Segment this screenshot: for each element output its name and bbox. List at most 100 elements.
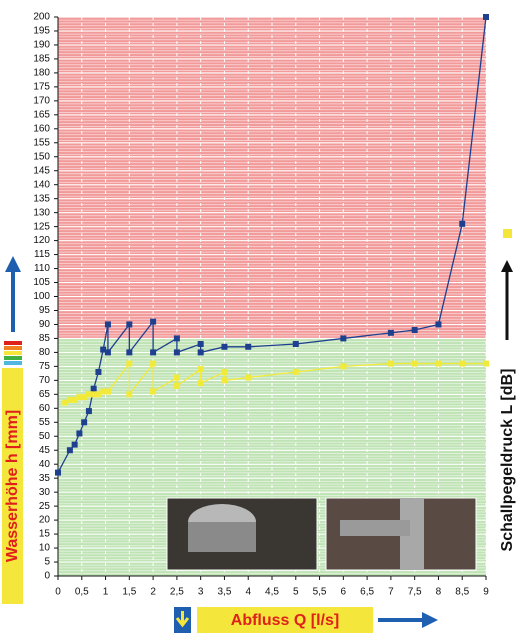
y-tick-label: 165 <box>33 109 50 120</box>
data-point <box>245 343 252 350</box>
data-point <box>104 388 111 395</box>
data-point <box>95 391 102 398</box>
data-point <box>292 341 299 348</box>
y-label-box <box>2 368 23 604</box>
legend-swatch <box>503 229 512 238</box>
data-point <box>173 374 180 381</box>
x-tick-label: 5,5 <box>313 587 327 598</box>
y-tick-label: 115 <box>34 249 50 260</box>
y-tick-label: 140 <box>33 179 50 190</box>
data-point <box>66 396 73 403</box>
x-tick-label: 3 <box>198 587 204 598</box>
data-point <box>100 388 107 395</box>
data-point <box>197 349 204 356</box>
data-point <box>483 360 489 367</box>
y-tick-label: 60 <box>39 403 51 414</box>
y-tick-label: 130 <box>33 207 50 218</box>
y-tick-label: 110 <box>34 263 50 274</box>
data-point <box>221 368 228 375</box>
data-point <box>76 430 83 437</box>
y-tick-label: 85 <box>39 333 51 344</box>
x-tick-label: 8,5 <box>455 587 469 598</box>
series-line <box>57 16 487 473</box>
data-point <box>150 388 157 395</box>
data-point <box>126 321 133 328</box>
x-tick-label: 7 <box>388 587 394 598</box>
data-point <box>411 327 418 334</box>
data-point <box>173 382 180 389</box>
data-point <box>292 368 299 375</box>
data-point <box>71 396 78 403</box>
y-tick-label: 0 <box>44 571 50 582</box>
x-tick-label: 7,5 <box>408 587 422 598</box>
photo-detail <box>188 522 256 552</box>
data-point <box>411 360 418 367</box>
y-tick-label: 75 <box>39 361 51 372</box>
data-point <box>387 329 394 336</box>
y-tick-label: 35 <box>39 473 51 484</box>
data-point <box>245 374 252 381</box>
y-tick-label: 120 <box>33 235 50 246</box>
x-tick-label: 5 <box>293 587 299 598</box>
data-point <box>81 419 88 426</box>
data-point <box>90 391 97 398</box>
data-point <box>85 408 92 415</box>
y-tick-label: 50 <box>39 431 51 442</box>
y-tick-label: 40 <box>39 459 51 470</box>
arrow <box>175 611 190 628</box>
y-tick-label: 175 <box>33 82 50 93</box>
y-tick-label: 45 <box>39 445 51 456</box>
data-point <box>197 366 204 373</box>
y-tick-label: 5 <box>44 557 50 568</box>
x-tick-label: 4 <box>245 587 251 598</box>
data-point <box>81 394 88 401</box>
data-point <box>221 343 228 350</box>
data-point <box>173 349 180 356</box>
y-tick-label: 160 <box>33 123 50 134</box>
stripe <box>4 341 22 345</box>
data-point <box>85 391 92 398</box>
data-point <box>62 399 69 406</box>
y-tick-label: 70 <box>39 375 51 386</box>
y-tick-label: 150 <box>33 151 50 162</box>
data-point <box>90 385 97 392</box>
y-tick-label: 30 <box>39 487 51 498</box>
y-tick-label: 55 <box>39 417 51 428</box>
x-label-box <box>197 607 373 633</box>
x-tick-label: 8 <box>436 587 442 598</box>
y-tick-label: 145 <box>33 165 50 176</box>
data-point <box>104 321 111 328</box>
y-axis-label: Wasserhöhe h [mm] <box>4 410 21 562</box>
y-tick-label: 170 <box>33 95 50 106</box>
data-point <box>66 447 73 454</box>
y-tick-label: 135 <box>33 193 50 204</box>
data-point <box>197 341 204 348</box>
data-point <box>387 360 394 367</box>
x-tick-label: 1 <box>103 587 109 598</box>
x-tick-label: 2 <box>150 587 156 598</box>
stripe <box>4 361 22 365</box>
data-point <box>197 380 204 387</box>
stripe <box>4 351 22 355</box>
x-tick-label: 0,5 <box>75 587 89 598</box>
data-point <box>76 394 83 401</box>
y-tick-label: 180 <box>33 68 50 79</box>
data-point <box>340 335 347 342</box>
x-axis-label: Abfluss Q [l/s] <box>231 612 339 629</box>
data-point <box>126 391 133 398</box>
data-point <box>95 368 102 375</box>
data-point <box>100 346 107 353</box>
stripe <box>4 346 22 350</box>
y-tick-label: 10 <box>39 543 51 554</box>
x-tick-label: 6,5 <box>360 587 374 598</box>
data-point <box>150 349 157 356</box>
y-tick-label: 200 <box>33 12 50 23</box>
x-tick-label: 4,5 <box>265 587 279 598</box>
x-tick-label: 3,5 <box>217 587 231 598</box>
y-tick-label: 195 <box>33 26 50 37</box>
y-tick-label: 105 <box>33 277 50 288</box>
stripe <box>4 356 22 360</box>
data-point <box>459 360 466 367</box>
x-tick-label: 0 <box>55 587 61 598</box>
